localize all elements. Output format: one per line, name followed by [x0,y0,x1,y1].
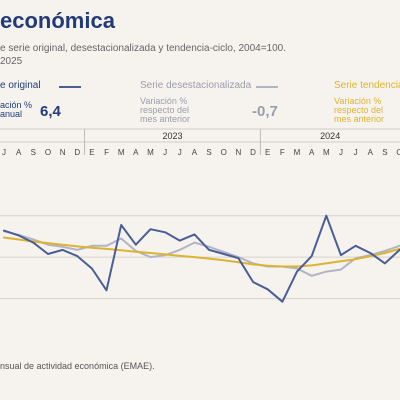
legend-original-desc: ación % anual [0,101,32,119]
month-tick-label: J [339,148,343,157]
month-tick-label: S [382,148,387,157]
year-label: 2024 [320,131,340,141]
month-tick-label: A [309,148,315,157]
legend-desest-desc-line-2: respecto del [140,105,190,115]
month-tick-label: E [89,148,94,157]
legend-desest-desc: Variación % respecto del mes anterior [140,97,190,124]
legend-tendencia-desc-line-1: Variación % [334,96,382,106]
legend-original-desc-line-2: anual [0,109,23,119]
month-tick-label: A [368,148,374,157]
legend-desest-label: Serie desestacionalizada [140,80,252,91]
month-tick-label: O [396,148,400,157]
month-tick-label: F [104,148,109,157]
month-tick-label: S [206,148,211,157]
legend-tendencia-label: Serie tendencia [334,80,400,91]
series-line-serie-tendencia [3,236,400,268]
month-tick-label: E [265,148,270,157]
month-tick-label: A [192,148,198,157]
subtitle-line-1: e serie original, desestacionalizada y t… [0,43,287,54]
legend-original-label: e original [0,80,41,91]
year-label: 2023 [162,131,182,141]
month-tick-label: M [118,148,125,157]
month-tick-label: N [60,148,66,157]
month-tick-label: O [45,148,51,157]
month-tick-label: J [178,148,182,157]
source-note: nsual de actividad económica (EMAE). [0,361,155,371]
month-tick-label: N [236,148,242,157]
month-tick-label: D [74,148,80,157]
series-line-serie-original [3,214,400,303]
month-tick-label: D [250,148,256,157]
legend-tendencia-desc: Variación % respecto del mes anterior [334,97,384,124]
month-tick-label: A [133,148,139,157]
legend-original-swatch [59,86,81,88]
legend-desest-desc-line-3: mes anterior [140,114,191,124]
month-tick-label: J [354,148,358,157]
month-tick-label: M [294,148,301,157]
subtitle-line-2: 2025 [0,56,23,67]
month-tick-label: J [2,148,6,157]
legend-original-desc-line-1: ación % [0,100,33,110]
legend-tendencia-desc-line-2: respecto del [334,105,384,115]
legend-tendencia-desc-line-3: mes anterior [334,114,385,124]
legend-desest-value: -0,7 [252,103,278,120]
legend-original-value: 6,4 [40,103,61,120]
month-tick-label: M [147,148,154,157]
month-tick-label: F [280,148,285,157]
month-tick-label: S [31,148,36,157]
series-line-serie-desestacionalizada [3,230,400,277]
legend-desest-swatch [256,86,278,88]
month-tick-label: J [163,148,167,157]
chart-subtitle: e serie original, desestacionalizada y t… [0,42,286,68]
page-title: económica [0,8,115,33]
month-tick-label: M [323,148,330,157]
legend-desest-desc-line-1: Variación % [140,96,188,106]
month-tick-label: O [221,148,227,157]
month-tick-label: A [16,148,22,157]
